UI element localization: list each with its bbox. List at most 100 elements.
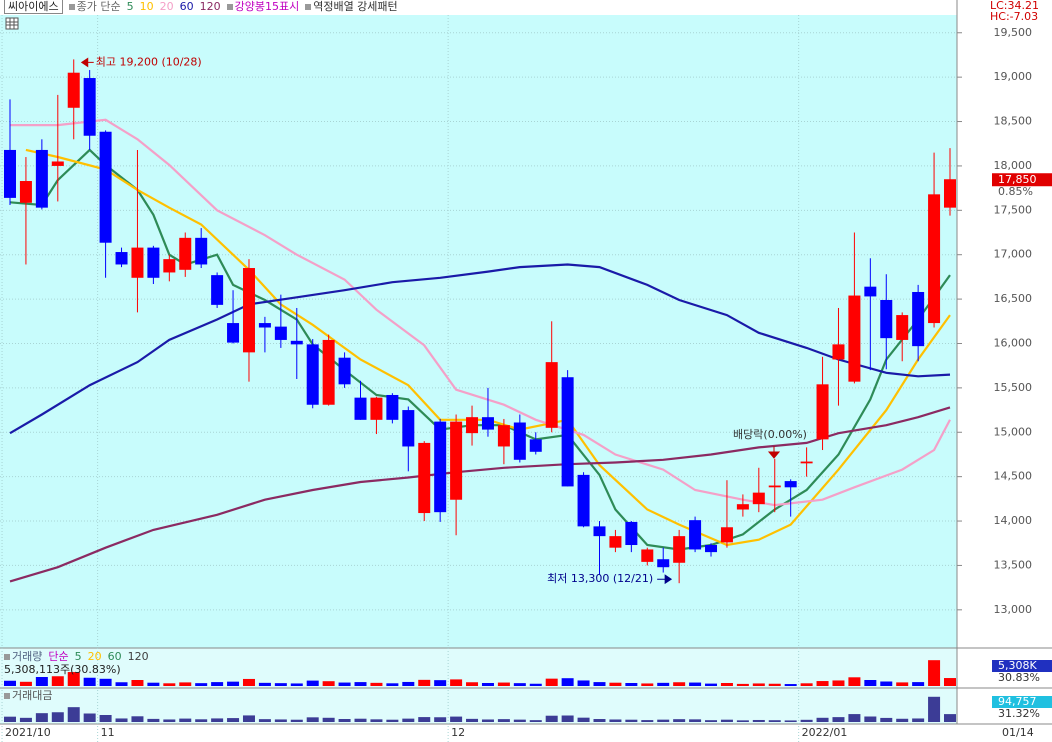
candle-body <box>625 521 638 546</box>
volume-bar <box>880 681 893 686</box>
volume-bar <box>641 683 654 686</box>
value-bar <box>832 717 845 722</box>
value-bar <box>434 717 447 722</box>
candle-body <box>163 259 176 273</box>
candle-body <box>689 520 702 550</box>
volume-bar <box>752 683 765 686</box>
marker-label: 강양봉15표시 <box>226 0 300 13</box>
y-tick-label: 18,000 <box>994 159 1033 172</box>
legend-entry: 60 <box>107 650 122 663</box>
grid-icon[interactable] <box>5 17 19 30</box>
current-date: 01/14 <box>1002 726 1034 739</box>
candle-body <box>99 131 112 243</box>
current-price-label: 17,850 <box>998 173 1037 186</box>
value-bar <box>338 719 351 722</box>
volume-bar <box>322 681 335 686</box>
volume-bar <box>832 680 845 686</box>
candle-body <box>752 492 765 505</box>
volume-bar <box>768 683 781 686</box>
volume-bar <box>370 682 383 686</box>
y-tick-label: 19,000 <box>994 70 1033 83</box>
value-bar <box>211 718 224 722</box>
volume-bar <box>386 683 399 686</box>
y-tick-label: 18,500 <box>994 115 1033 128</box>
value-bar <box>322 717 335 722</box>
candle-body <box>657 559 670 568</box>
candle-body <box>211 275 224 305</box>
volume-bar <box>657 682 670 686</box>
candle-body <box>227 323 240 343</box>
candle-body <box>896 315 909 340</box>
volume-bar <box>418 679 431 686</box>
volume-bar <box>689 682 702 686</box>
volume-bar <box>561 678 574 686</box>
value-bar <box>51 712 64 722</box>
marker-text: 강양봉15표시 <box>234 0 300 13</box>
value-bar <box>466 718 479 722</box>
candle-body <box>545 362 558 428</box>
volume-bar <box>736 683 749 686</box>
candle-body <box>51 161 64 166</box>
volume-bar <box>179 682 192 686</box>
y-tick-label: 13,500 <box>994 558 1033 571</box>
value-bar <box>689 719 702 722</box>
value-bar <box>561 715 574 722</box>
value-bar <box>705 720 718 722</box>
value-bar <box>848 714 861 722</box>
volume-bar <box>19 681 32 686</box>
value-bar <box>800 719 813 722</box>
candle-body <box>466 417 479 434</box>
value-bar <box>896 718 909 722</box>
candle-body <box>720 527 733 543</box>
value-bar <box>242 715 255 722</box>
value-panel <box>0 688 957 724</box>
y-tick-label: 19,500 <box>994 26 1033 39</box>
ma-line <box>10 118 951 507</box>
value-bar <box>99 715 112 722</box>
value-bar <box>306 717 319 722</box>
value-bar <box>497 719 510 722</box>
volume-bar <box>928 660 941 686</box>
ma-prefix: 단순 <box>48 650 69 663</box>
candle-body <box>768 485 781 488</box>
volume-bar <box>290 683 303 686</box>
value-title: 거래대금 <box>4 689 52 702</box>
candle-body <box>306 344 319 405</box>
value-bar <box>625 719 638 722</box>
candle-body <box>370 397 383 420</box>
volume-bar <box>83 677 96 686</box>
candle-body <box>784 481 797 488</box>
candle-body <box>83 78 96 136</box>
candle-body <box>35 149 48 208</box>
candle-body <box>179 237 192 270</box>
candle-body <box>880 299 893 339</box>
value-bar <box>609 719 622 722</box>
volume-bar <box>705 683 718 686</box>
value-bar <box>864 716 877 722</box>
value-bar <box>673 719 686 722</box>
volume-bar <box>147 682 160 686</box>
legend-entry: 120 <box>127 650 149 663</box>
candle-body <box>402 410 415 447</box>
value-bar <box>370 719 383 722</box>
volume-header: 거래량 단순 5 20 60 120 5,308,113주(30.83%) <box>4 650 155 676</box>
volume-panel <box>0 648 957 688</box>
volume-bar <box>99 678 112 686</box>
candle-body <box>450 421 463 500</box>
value-bar <box>928 696 941 722</box>
volume-current-box <box>992 660 1052 672</box>
candle-body <box>848 295 861 382</box>
candle-body <box>864 286 877 297</box>
volume-bar <box>450 679 463 686</box>
value-bar <box>227 718 240 722</box>
candle-body <box>832 344 845 360</box>
candle-body <box>513 422 526 460</box>
value-bar <box>641 720 654 722</box>
value-bar <box>944 714 956 722</box>
value-bar <box>545 715 558 722</box>
value-bar <box>290 719 303 722</box>
change-label: 0.85% <box>998 185 1033 198</box>
volume-change-label: 30.83% <box>998 671 1040 684</box>
value-bar <box>131 716 144 722</box>
x-tick-label: 2021/10 <box>5 726 51 739</box>
